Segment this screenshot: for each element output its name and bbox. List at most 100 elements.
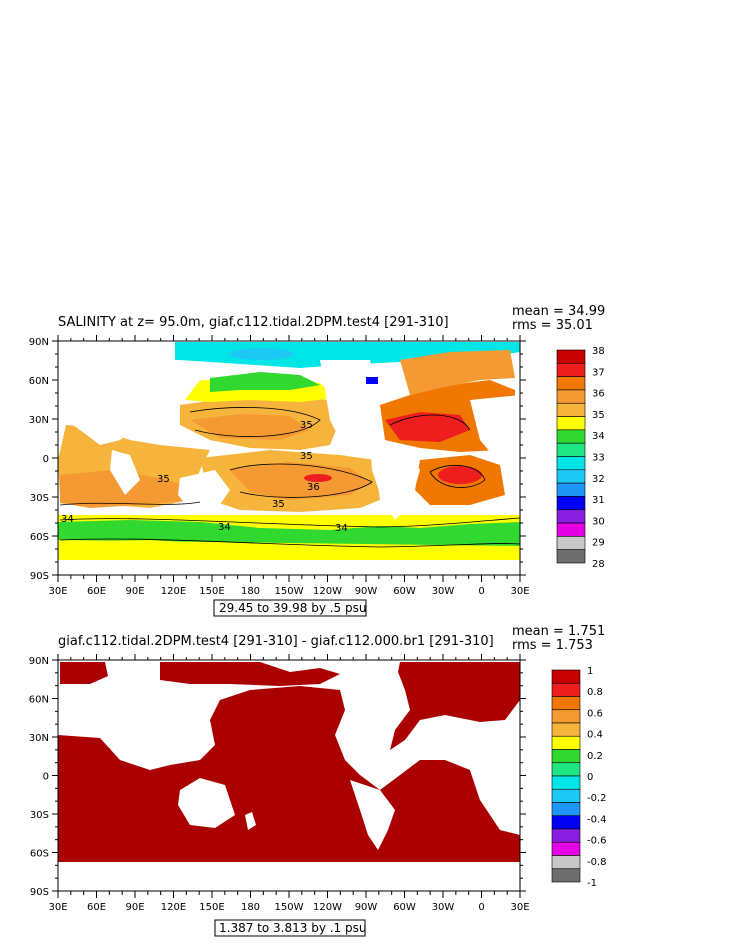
- lon-label-2: 90E: [125, 902, 144, 913]
- colorbar-swatch-5: [556, 416, 586, 431]
- colorbar-swatch-2: [551, 696, 581, 711]
- indian-ocean: [58, 748, 170, 815]
- lon-label-4: 150E: [199, 902, 224, 913]
- salinity-rms: rms = 35.01: [512, 318, 593, 333]
- lat-label-6: 90S: [30, 887, 49, 898]
- salinity-range-text: 29.45 to 39.98 by .5 psu: [219, 601, 366, 615]
- colorbar-swatch-1: [551, 682, 581, 697]
- southern-ocean-fresh-band: [58, 520, 520, 552]
- lat-label-5: 60S: [30, 532, 49, 543]
- lat-label-4: 30S: [30, 810, 49, 821]
- arctic-fresh-core: [230, 348, 294, 360]
- colorbar-label-6: -0.2: [587, 793, 607, 804]
- lon-label-12: 30E: [510, 902, 529, 913]
- colorbar-label-10: 28: [592, 559, 605, 570]
- contour-label-2: 35: [157, 474, 170, 485]
- north-atlantic-salty-core: [385, 412, 470, 442]
- colorbar-swatch-14: [556, 536, 586, 550]
- colorbar-swatch-14: [551, 855, 581, 870]
- colorbar-swatch-5: [551, 735, 581, 750]
- lat-label-2: 30N: [29, 733, 49, 744]
- colorbar-swatch-15: [551, 868, 581, 883]
- colorbar-swatch-4: [556, 402, 586, 417]
- colorbar-swatch-4: [551, 722, 581, 737]
- colorbar-label-4: 34: [592, 431, 605, 442]
- lon-label-0: 30E: [48, 586, 67, 597]
- contour-label-8: 34: [335, 523, 348, 534]
- colorbar-swatch-7: [556, 442, 586, 457]
- colorbar-label-9: 29: [592, 538, 605, 549]
- colorbar-swatch-3: [551, 709, 581, 724]
- lon-label-11: 0: [478, 902, 484, 913]
- colorbar-label-2: 36: [592, 389, 605, 400]
- contour-label-3: 36: [307, 482, 320, 493]
- colorbar-swatch-15: [556, 549, 586, 564]
- lat-label-5: 60S: [30, 849, 49, 860]
- colorbar-swatch-10: [551, 802, 581, 817]
- colorbar-swatch-12: [551, 828, 581, 843]
- lat-label-1: 60N: [29, 376, 49, 387]
- difference-title: giaf.c112.tidal.2DPM.test4 [291-310] - g…: [58, 634, 494, 649]
- lon-label-5: 180: [241, 902, 260, 913]
- eurasia-land: [58, 342, 200, 445]
- antarctic-shelf-band: [58, 540, 520, 558]
- lon-label-7: 120W: [313, 586, 342, 597]
- lon-label-1: 60E: [87, 902, 106, 913]
- difference-range-box: [214, 919, 366, 937]
- south-atlantic-salty-core: [438, 466, 482, 484]
- lat-label-1: 60N: [29, 695, 49, 706]
- colorbar-label-8: 30: [592, 516, 605, 527]
- contour-label-5: 35: [272, 499, 285, 510]
- antarctica-land: [58, 560, 520, 575]
- lat-label-6: 90S: [30, 571, 49, 582]
- colorbar-label-10: -1: [587, 878, 597, 889]
- india-land: [110, 450, 140, 495]
- contour-label-6: 34: [61, 514, 74, 525]
- colorbar-swatch-10: [556, 482, 586, 497]
- lat-label-0: 90N: [29, 656, 49, 667]
- difference-map-panel: giaf.c112.tidal.2DPM.test4 [291-310] - g…: [29, 624, 607, 937]
- world-ocean-main: [58, 686, 520, 862]
- colorbar-label-5: 33: [592, 453, 605, 464]
- salinity-contours: [59, 407, 520, 548]
- colorbar-swatch-3: [556, 389, 586, 404]
- south-america-land: [370, 440, 420, 520]
- difference-range-text: 1.387 to 3.813 by .1 psu: [219, 921, 366, 935]
- lon-label-4: 150E: [199, 586, 224, 597]
- lat-label-3: 0: [43, 454, 49, 465]
- difference-rms: rms = 1.753: [512, 638, 593, 653]
- lon-label-12: 30E: [510, 586, 529, 597]
- colorbar-label-8: -0.6: [587, 836, 607, 847]
- lon-label-10: 30W: [432, 586, 455, 597]
- colorbar-label-9: -0.8: [587, 857, 607, 868]
- lon-label-9: 60W: [393, 902, 416, 913]
- contour-label-7: 34: [218, 522, 231, 533]
- difference-map-axes: 90N 60N 30N 0 30S 60S 90S 30E 60E 90E 120E 150E 180 1…: [29, 654, 530, 913]
- salinity-map-axes: 90N 60N 30N 0 30S 60S 90S 30E 60E 90E 120E 150E 180 1…: [29, 335, 530, 597]
- colorbar-label-0: 1: [587, 666, 593, 677]
- colorbar-swatch-6: [551, 749, 581, 764]
- lon-label-7: 120W: [313, 902, 342, 913]
- south-pacific-max: [304, 474, 332, 482]
- contour-label-1: 35: [300, 420, 313, 431]
- colorbar-swatch-9: [551, 788, 581, 803]
- colorbar-swatch-1: [556, 363, 586, 377]
- colorbar-label-5: 0: [587, 772, 593, 783]
- north-pacific-salty-core: [190, 414, 310, 440]
- difference-mean: mean = 1.751: [512, 624, 605, 639]
- salinity-colorbar: 38 37 36 35 34 33 32 31 30 29 28: [556, 346, 605, 570]
- colorbar-swatch-7: [551, 762, 581, 777]
- salinity-range-box: [213, 599, 367, 617]
- lon-label-10: 30W: [432, 902, 455, 913]
- colorbar-label-1: 0.8: [587, 687, 603, 698]
- lon-label-6: 150W: [275, 902, 304, 913]
- colorbar-swatch-8: [551, 775, 581, 790]
- difference-map-area: [57, 659, 521, 892]
- colorbar-label-7: 31: [592, 495, 605, 506]
- colorbar-label-2: 0.6: [587, 708, 603, 719]
- lon-label-3: 120E: [161, 586, 186, 597]
- difference-colorbar: 1 0.8 0.6 0.4 0.2 0 -0.2 -0.4 -0.6 -0.8 -1: [551, 666, 607, 889]
- lon-label-6: 150W: [275, 586, 304, 597]
- arctic-ocean-central: [160, 662, 340, 686]
